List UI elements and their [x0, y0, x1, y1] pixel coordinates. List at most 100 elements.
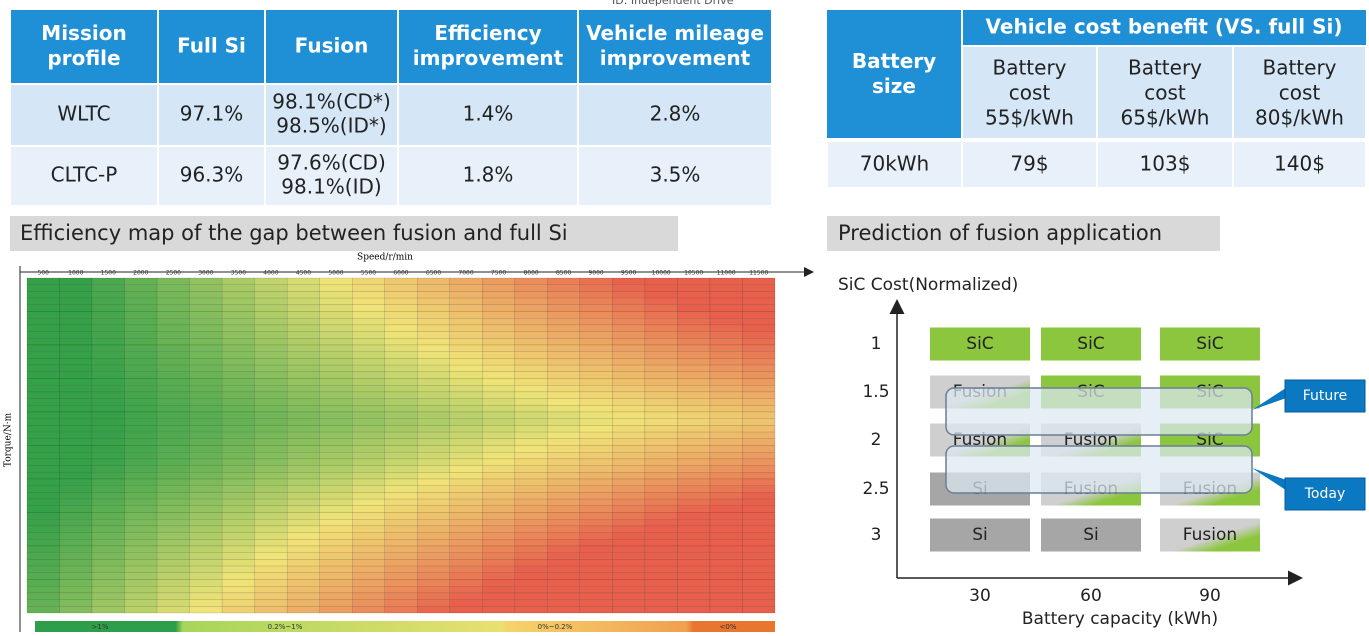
heatmap-cell — [482, 358, 516, 366]
heatmap-cell — [677, 358, 711, 366]
speed-tick-label: 3000 — [198, 270, 213, 277]
heatmap-cell — [156, 331, 190, 339]
heatmap-cell — [417, 545, 450, 553]
heatmap-cell — [612, 364, 646, 373]
heatmap-cell — [547, 525, 581, 533]
body-cell — [399, 85, 577, 145]
heatmap-cell — [677, 606, 711, 614]
heatmap-cell — [742, 331, 776, 339]
heatmap-cell — [124, 565, 158, 573]
heatmap-cell — [742, 599, 776, 607]
heatmap-cell — [482, 418, 516, 426]
heatmap-cell — [254, 398, 288, 406]
heatmap-cell — [59, 385, 93, 393]
heatmap-cell — [91, 559, 125, 567]
heatmap-cell — [612, 445, 646, 453]
heatmap-cell — [352, 431, 385, 440]
heatmap-cell — [319, 324, 353, 332]
heatmap-cell — [644, 297, 678, 306]
heatmap-cell — [709, 559, 743, 567]
heatmap-cell — [677, 458, 711, 466]
heatmap-cell — [221, 452, 255, 460]
heatmap-cell — [221, 324, 255, 332]
heatmap-cell — [384, 304, 418, 312]
heatmap-cell — [579, 304, 613, 312]
heatmap-cell — [91, 579, 125, 587]
heatmap-cell — [547, 599, 581, 607]
heatmap-cell — [449, 465, 483, 473]
heatmap-cell — [677, 472, 711, 480]
heatmap-cell — [384, 586, 418, 594]
heatmap-cell — [319, 284, 353, 292]
heatmap-cell — [254, 552, 288, 560]
heatmap-cell — [482, 559, 516, 567]
heatmap-cell — [449, 385, 483, 393]
heatmap-cell — [449, 391, 483, 399]
heatmap-cell — [91, 351, 125, 359]
heatmap-cell — [449, 438, 483, 446]
heatmap-cell — [286, 485, 320, 493]
heatmap-cell — [742, 318, 776, 326]
heatmap-cell — [417, 505, 450, 513]
heatmap-cell — [482, 331, 516, 339]
heatmap-cell — [91, 371, 125, 379]
heatmap-cell — [352, 478, 385, 486]
heatmap-cell — [319, 311, 353, 319]
heatmap-cell — [91, 358, 125, 366]
heatmap-cell — [189, 606, 223, 614]
heatmap-cell — [677, 478, 711, 486]
heatmap-cell — [514, 351, 548, 359]
heatmap-cell — [59, 418, 93, 426]
cell-text: size — [872, 74, 916, 98]
heatmap-cell — [709, 465, 743, 473]
heatmap-cell — [482, 338, 516, 346]
heatmap-cell — [644, 364, 678, 373]
speed-tick-label: 2500 — [166, 270, 181, 277]
heatmap-cell — [124, 472, 158, 480]
heatmap-cell — [221, 358, 255, 366]
heatmap-cell — [579, 331, 613, 339]
heatmap-cell — [59, 291, 93, 299]
heatmap-cell — [254, 411, 288, 419]
heatmap-cell — [449, 606, 483, 614]
heatmap-cell — [384, 324, 418, 332]
device-box — [930, 327, 1030, 361]
heatmap-cell — [644, 318, 678, 326]
heatmap-cell — [189, 358, 223, 366]
heatmap-cell — [417, 565, 450, 573]
heatmap-cell — [286, 512, 320, 520]
heatmap-cell — [254, 445, 288, 453]
heatmap-cell — [709, 378, 743, 386]
heatmap-cell — [742, 358, 776, 366]
heatmap-cell — [26, 405, 60, 413]
heatmap-cell — [59, 485, 93, 493]
heatmap-cell — [514, 304, 548, 312]
heatmap-cell — [547, 284, 581, 292]
heatmap-cell — [59, 425, 93, 433]
heatmap-cell — [644, 492, 678, 500]
heatmap-cell — [124, 512, 158, 520]
heatmap-cell — [26, 411, 60, 419]
heatmap-cell — [417, 552, 450, 560]
speed-tick-label: 9000 — [588, 270, 603, 277]
heatmap-cell — [482, 344, 516, 352]
speed-tick-label: 7000 — [458, 270, 473, 277]
heatmap-cell — [352, 297, 385, 306]
heatmap-cell — [26, 565, 60, 573]
heatmap-cell — [644, 545, 678, 553]
heatmap-cell — [59, 304, 93, 312]
heatmap-cell — [742, 425, 776, 433]
heatmap-cell — [254, 331, 288, 339]
heatmap-cell — [417, 572, 450, 580]
heatmap-cell — [612, 539, 646, 547]
heatmap-cell — [286, 297, 320, 306]
heatmap-cell — [612, 498, 646, 507]
heatmap-cell — [449, 344, 483, 352]
body-cell — [159, 147, 264, 205]
heatmap-cell — [156, 398, 190, 406]
heatmap-cell — [417, 324, 450, 332]
speed-tick-label: 5500 — [361, 270, 376, 277]
heatmap-cell — [547, 405, 581, 413]
heatmap-cell — [514, 344, 548, 352]
